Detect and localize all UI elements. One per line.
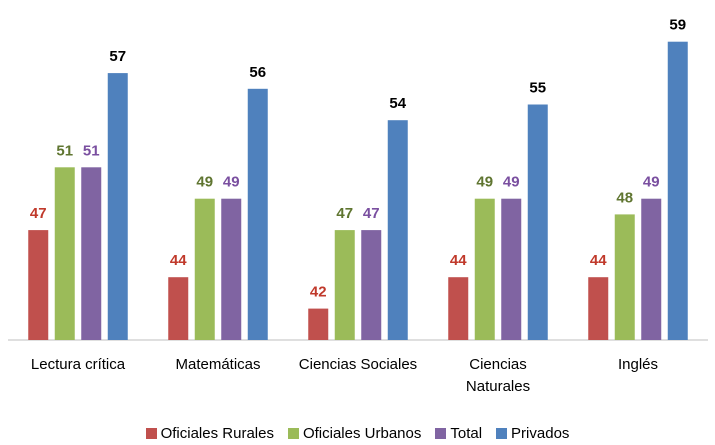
- value-label: 47: [363, 205, 380, 222]
- legend-item: Oficiales Urbanos: [287, 425, 422, 442]
- legend-label: Oficiales Urbanos: [302, 425, 422, 442]
- value-label: 56: [249, 64, 266, 81]
- bar: [641, 198, 662, 340]
- bar: [194, 198, 215, 340]
- x-tick-label: Lectura crítica: [30, 356, 126, 373]
- legend-swatch: [435, 428, 447, 439]
- value-label: 44: [450, 252, 467, 269]
- bar: [667, 41, 688, 340]
- value-label: 44: [170, 252, 187, 269]
- bar: [221, 198, 242, 340]
- legend-item: Total: [435, 425, 482, 442]
- value-label: 55: [529, 80, 546, 97]
- bar: [614, 214, 635, 340]
- bar: [54, 167, 75, 340]
- legend-label: Privados: [511, 425, 570, 442]
- value-label: 44: [590, 252, 607, 269]
- legend-label: Oficiales Rurales: [160, 425, 274, 442]
- legend-swatch: [496, 428, 508, 439]
- legend-swatch: [287, 428, 299, 439]
- bar: [247, 88, 268, 340]
- value-label: 48: [616, 189, 633, 206]
- value-label: 49: [643, 174, 660, 191]
- x-tick-label: Inglés: [617, 356, 659, 373]
- bar: [168, 277, 189, 340]
- legend-item: Privados: [496, 425, 569, 442]
- value-label: 49: [476, 174, 493, 191]
- bar: [448, 277, 469, 340]
- value-label: 59: [669, 17, 686, 34]
- value-label: 47: [336, 205, 353, 222]
- x-tick-label: Ciencias Sociales: [298, 356, 418, 373]
- bar: [527, 104, 548, 340]
- value-label: 51: [83, 142, 100, 159]
- value-label: 51: [56, 142, 73, 159]
- bar: [107, 73, 128, 340]
- bar: [474, 198, 495, 340]
- value-label: 49: [223, 174, 240, 191]
- value-label: 49: [196, 174, 213, 191]
- bar: [501, 198, 522, 340]
- value-label: 49: [503, 174, 520, 191]
- value-label: 54: [389, 95, 406, 112]
- legend-label: Total: [450, 425, 483, 442]
- bar: [588, 277, 609, 340]
- legend: Oficiales Rurales Oficiales Urbanos Total P…: [0, 425, 715, 442]
- bar: [334, 230, 355, 340]
- x-tick-label: Ciencias Naturales: [465, 356, 531, 395]
- value-label: 47: [30, 205, 47, 222]
- legend-swatch: [145, 428, 157, 439]
- bar: [387, 120, 408, 340]
- bar: [361, 230, 382, 340]
- value-label: 42: [310, 284, 327, 301]
- bar: [308, 308, 329, 340]
- x-tick-label: Matemáticas: [175, 356, 261, 373]
- bar: [28, 230, 49, 340]
- legend-item: Oficiales Rurales: [145, 425, 274, 442]
- value-label: 57: [109, 48, 126, 65]
- bar: [81, 167, 102, 340]
